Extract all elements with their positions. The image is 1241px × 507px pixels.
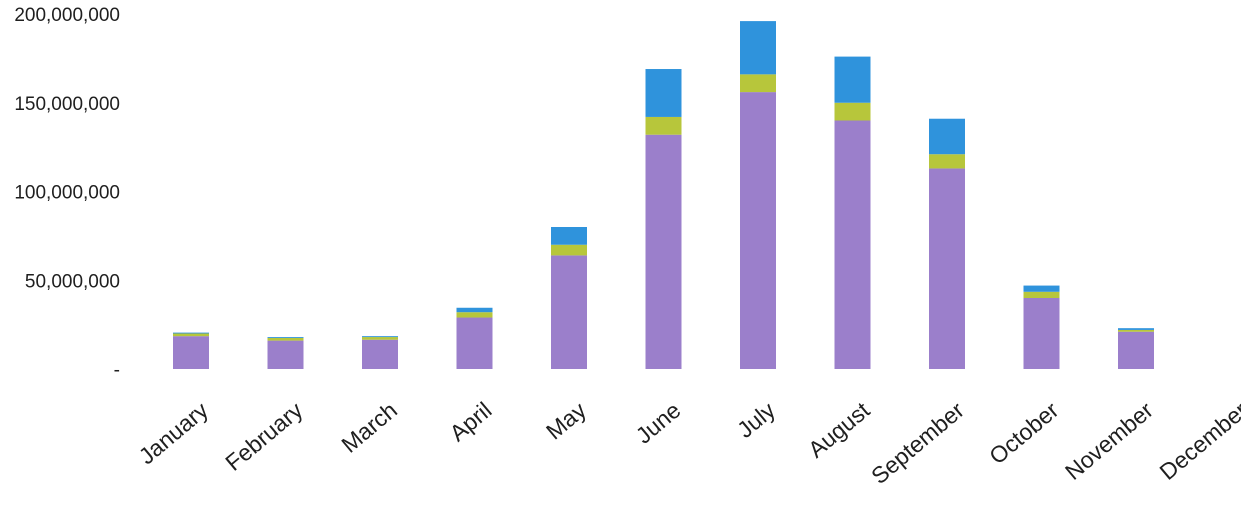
- bar-segment: [456, 312, 493, 318]
- bar-segment: [1023, 298, 1060, 369]
- x-category-label: October: [984, 397, 1064, 470]
- bar-segment: [267, 337, 304, 341]
- bar-segment: [929, 154, 965, 169]
- y-axis-ticks: 200,000,000 150,000,000 100,000,000 50,000,…: [14, 5, 120, 381]
- x-category-label: July: [732, 396, 780, 443]
- bar-segment: [551, 255, 587, 369]
- x-category-label: May: [541, 396, 591, 444]
- x-category-label: April: [445, 397, 497, 446]
- bar-segment: [1118, 331, 1154, 369]
- bar-segment: [173, 332, 209, 334]
- bar-segment: [645, 116, 682, 135]
- x-category-label: August: [803, 396, 875, 462]
- bar-segment: [834, 56, 871, 103]
- bar-segment: [1118, 328, 1154, 330]
- bar-segment: [645, 134, 682, 369]
- bar-segment: [929, 168, 965, 369]
- bar-segment: [456, 307, 493, 313]
- x-category-label: September: [866, 397, 969, 489]
- bar-segment: [551, 244, 587, 256]
- bar-segment: [1118, 329, 1154, 332]
- y-tick-label: -: [114, 360, 120, 381]
- bar-segment: [929, 118, 965, 155]
- bar-segment: [362, 336, 398, 338]
- bar-segment: [173, 336, 209, 369]
- bars-group: [173, 21, 1154, 369]
- bar-segment: [551, 227, 587, 245]
- x-category-label: February: [220, 396, 308, 475]
- bar-segment: [267, 337, 304, 338]
- x-category-label: June: [631, 397, 686, 449]
- bar-segment: [834, 102, 871, 121]
- x-category-label: November: [1060, 397, 1158, 485]
- bar-segment: [173, 333, 209, 337]
- x-axis-labels: January February March April May June July Augu…: [134, 396, 1241, 489]
- bar-segment: [740, 21, 776, 75]
- y-tick-label: 200,000,000: [14, 5, 120, 26]
- bar-segment: [740, 92, 776, 369]
- bar-segment: [1023, 285, 1060, 292]
- bar-segment: [267, 340, 304, 369]
- x-category-label: January: [134, 396, 214, 469]
- bar-segment: [456, 317, 493, 369]
- x-category-label: December: [1155, 397, 1241, 485]
- bar-segment: [740, 74, 776, 93]
- bar-segment: [1023, 291, 1060, 298]
- y-tick-label: 150,000,000: [14, 94, 120, 115]
- bar-segment: [362, 339, 398, 369]
- bar-segment: [834, 120, 871, 369]
- bar-segment: [645, 69, 682, 117]
- y-tick-label: 50,000,000: [25, 271, 120, 292]
- y-tick-label: 100,000,000: [14, 183, 120, 204]
- x-category-label: March: [336, 397, 402, 458]
- bar-segment: [362, 337, 398, 340]
